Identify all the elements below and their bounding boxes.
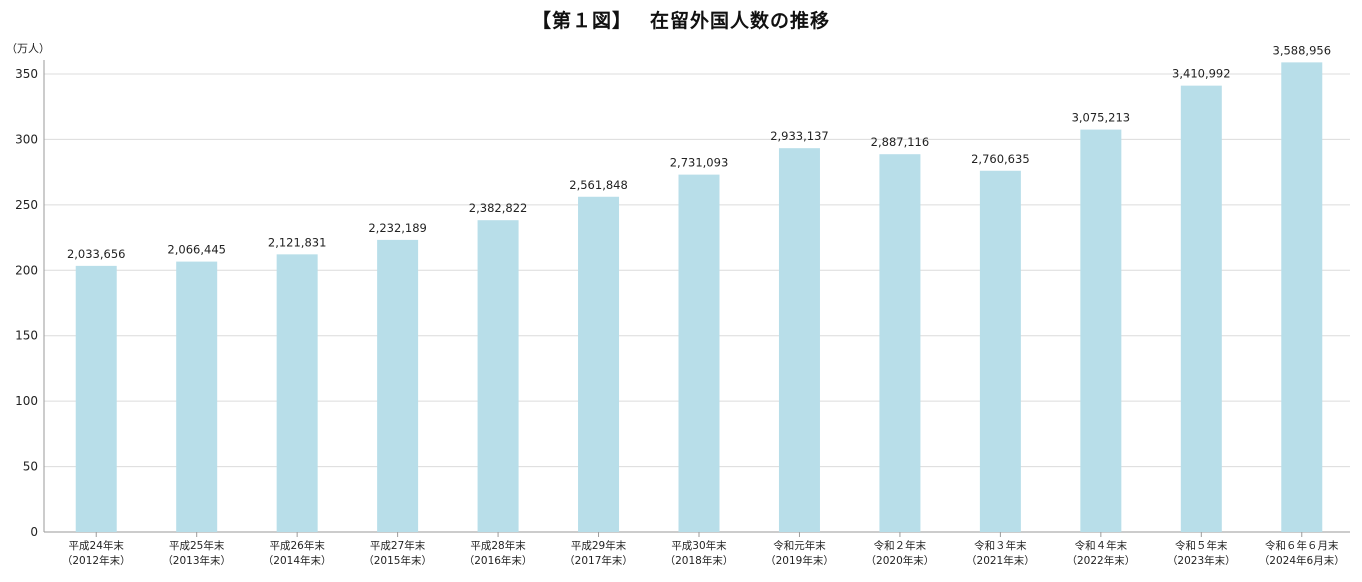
x-tick-label: 平成24年末 — [69, 539, 125, 552]
bar — [879, 154, 921, 532]
bar — [979, 170, 1021, 532]
x-tick-sublabel: （2013年末） — [162, 554, 231, 567]
bar — [477, 220, 519, 532]
x-tick-sublabel: （2012年末） — [62, 554, 131, 567]
data-label: 2,731,093 — [670, 156, 729, 170]
y-tick-label: 200 — [15, 263, 38, 277]
data-label: 2,933,137 — [770, 129, 829, 143]
y-tick-label: 50 — [23, 460, 38, 474]
y-tick-label: 350 — [15, 67, 38, 81]
data-label: 2,760,635 — [971, 152, 1030, 166]
bar — [276, 254, 318, 532]
y-tick-label: 300 — [15, 132, 38, 146]
y-tick-label: 150 — [15, 329, 38, 343]
x-tick-label: 令和２年末 — [874, 539, 927, 552]
bar — [1180, 85, 1222, 532]
x-tick-label: 平成30年末 — [671, 539, 727, 552]
y-tick-label: 250 — [15, 198, 38, 212]
data-label: 3,075,213 — [1072, 111, 1131, 125]
bar — [75, 265, 117, 532]
x-tick-label: 令和元年末 — [773, 539, 826, 552]
x-tick-sublabel: （2017年末） — [564, 554, 633, 567]
x-tick-sublabel: （2023年末） — [1167, 554, 1236, 567]
y-tick-label: 100 — [15, 394, 38, 408]
x-tick-label: 平成26年末 — [269, 539, 325, 552]
x-tick-label: 平成27年末 — [370, 539, 426, 552]
data-label: 2,232,189 — [368, 221, 427, 235]
bar — [578, 196, 620, 532]
x-tick-sublabel: （2019年末） — [765, 554, 834, 567]
data-label: 2,887,116 — [871, 135, 930, 149]
y-tick-label: 0 — [30, 525, 38, 539]
x-tick-sublabel: （2014年末） — [263, 554, 332, 567]
bar — [176, 261, 218, 532]
x-tick-sublabel: （2022年末） — [1066, 554, 1135, 567]
x-tick-sublabel: （2020年末） — [866, 554, 935, 567]
bar — [1281, 62, 1323, 533]
y-axis-label: （万人） — [6, 42, 50, 55]
bar — [377, 239, 419, 532]
x-tick-sublabel: （2016年末） — [464, 554, 533, 567]
data-label: 2,033,656 — [67, 247, 126, 261]
bar — [1080, 129, 1122, 532]
bar — [778, 148, 820, 532]
data-label: 3,588,956 — [1273, 43, 1332, 57]
x-tick-label: 平成29年末 — [571, 539, 627, 552]
chart-title: 【第１図】 在留外国人数の推移 — [531, 10, 831, 32]
x-tick-sublabel: （2015年末） — [363, 554, 432, 567]
x-tick-label: 令和６年６月末 — [1265, 539, 1339, 552]
x-tick-label: 平成28年末 — [470, 539, 526, 552]
x-tick-sublabel: （2024年6月末） — [1259, 554, 1345, 567]
bar — [678, 174, 720, 532]
x-tick-sublabel: （2018年末） — [665, 554, 734, 567]
x-tick-label: 令和３年末 — [974, 539, 1027, 552]
x-tick-label: 平成25年末 — [169, 539, 225, 552]
data-label: 2,561,848 — [569, 178, 628, 192]
data-label: 2,382,822 — [469, 201, 528, 215]
data-label: 2,121,831 — [268, 235, 327, 249]
x-tick-label: 令和５年末 — [1175, 539, 1228, 552]
x-tick-label: 令和４年末 — [1075, 539, 1128, 552]
data-label: 2,066,445 — [167, 243, 226, 257]
x-tick-sublabel: （2021年末） — [966, 554, 1035, 567]
data-label: 3,410,992 — [1172, 67, 1231, 81]
